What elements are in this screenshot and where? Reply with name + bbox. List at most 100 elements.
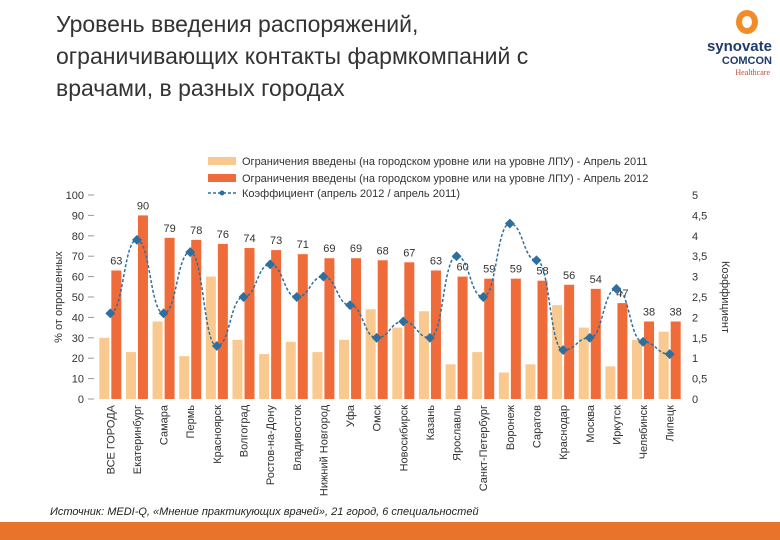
legend-marker-coef — [219, 190, 225, 196]
y-right-tick-label: 3 — [692, 272, 698, 284]
coefficient-point — [531, 255, 542, 266]
logo-text-synovate: synovate — [706, 38, 772, 55]
coefficient-point — [504, 218, 515, 229]
data-label-2012: 71 — [297, 239, 309, 251]
data-label-2012: 68 — [377, 245, 389, 257]
coefficient-point — [345, 300, 355, 311]
data-label-2012: 56 — [563, 270, 575, 282]
title-line-1: Уровень введения распоряжений, — [56, 11, 419, 37]
data-label-2012: 69 — [323, 243, 335, 255]
y-left-tick-label: 20 — [72, 353, 84, 365]
data-label-2012: 59 — [510, 264, 522, 276]
title-line-2: ограничивающих контакты фармкомпаний с — [56, 43, 529, 69]
bar-2012 — [217, 243, 228, 399]
coefficient-point — [558, 345, 569, 355]
data-label-2012: 74 — [243, 233, 255, 245]
bar-2011 — [259, 354, 270, 399]
y-right-tick-label: 0,5 — [692, 374, 707, 386]
data-label-2012: 58 — [536, 266, 548, 278]
bar-2011 — [605, 366, 616, 399]
x-tick-label: Владивосток — [292, 405, 304, 471]
y-left-tick-label: 0 — [78, 394, 84, 406]
bar-2011 — [285, 341, 296, 399]
logo-text-comcon: COMCON — [721, 55, 772, 67]
x-tick-label: Воронеж — [505, 404, 517, 450]
y-left-axis-title: % от опрошенных — [53, 251, 65, 343]
coefficient-point — [478, 292, 489, 302]
y-right-tick-label: 1 — [692, 353, 698, 365]
bar-2012 — [377, 260, 388, 399]
coefficient-point — [211, 341, 222, 351]
bar-2012 — [590, 288, 601, 399]
bar-2011 — [578, 327, 589, 399]
coefficient-point — [425, 332, 435, 343]
y-right-axis-title: Коэффициент — [719, 261, 731, 333]
legend-label-2011: Ограничения введены (на городском уровне… — [242, 156, 648, 168]
data-label-2012: 90 — [137, 200, 149, 212]
bar-2012 — [164, 237, 175, 399]
bar-2011 — [125, 352, 136, 399]
y-right-tick-label: 2,5 — [692, 292, 707, 304]
x-tick-label: Новосибирск — [398, 405, 410, 472]
x-tick-label: ВСЕ ГОРОДА — [105, 404, 117, 474]
x-tick-label: Самара — [159, 404, 171, 445]
data-label-2012: 38 — [643, 306, 655, 318]
x-tick-label: Иркутск — [611, 405, 623, 445]
bar-2012 — [404, 262, 415, 399]
data-label-2012: 73 — [270, 235, 282, 247]
y-left-tick-label: 50 — [72, 292, 84, 304]
x-tick-label: Уфа — [345, 404, 357, 427]
x-tick-label: Саратов — [532, 405, 544, 448]
y-left-tick-label: 80 — [72, 231, 84, 243]
data-label-2012: 78 — [190, 225, 202, 237]
bar-2011 — [418, 311, 429, 399]
coefficient-point — [584, 332, 595, 343]
y-left-tick-label: 10 — [72, 374, 84, 386]
legend-label-coef: Коэффициент (апрель 2012 / апрель 2011) — [242, 188, 460, 200]
x-tick-label: Москва — [585, 404, 597, 442]
coefficient-point — [291, 292, 302, 302]
coefficient-point — [451, 251, 462, 262]
bar-2012 — [484, 278, 495, 399]
bar-2011 — [179, 356, 190, 399]
bar-2012 — [137, 215, 148, 399]
bar-2012 — [644, 321, 655, 399]
bar-2012 — [617, 303, 628, 399]
bar-2011 — [392, 327, 403, 399]
bar-2011 — [498, 372, 509, 399]
y-right-tick-label: 5 — [692, 190, 698, 202]
data-label-2012: 63 — [110, 255, 122, 267]
coefficient-point — [638, 336, 648, 347]
y-left-tick-label: 70 — [72, 251, 84, 263]
source-note: Источник: MEDI-Q, «Мнение практикующих в… — [50, 506, 479, 518]
coefficient-point — [158, 308, 169, 319]
y-left-tick-label: 90 — [72, 210, 84, 222]
coefficient-point — [132, 234, 142, 245]
x-tick-label: Нижний Новгород — [318, 404, 330, 496]
x-tick-label: Пермь — [185, 405, 197, 439]
y-left-tick-label: 60 — [72, 272, 84, 284]
x-tick-label: Красноярск — [212, 405, 224, 464]
coefficient-point — [664, 349, 675, 360]
y-right-tick-label: 4 — [692, 231, 698, 243]
data-label-2012: 60 — [456, 262, 468, 274]
coefficient-point — [611, 283, 622, 294]
logo-ring-icon — [736, 10, 758, 34]
y-left-tick-label: 30 — [72, 333, 84, 345]
bar-2012 — [351, 258, 362, 399]
bar-2012 — [564, 284, 575, 399]
y-right-tick-label: 0 — [692, 394, 698, 406]
data-label-2012: 69 — [350, 243, 362, 255]
coefficient-point — [371, 332, 382, 343]
data-label-2012: 38 — [670, 306, 682, 318]
bar-2012 — [670, 321, 681, 399]
x-tick-label: Казань — [425, 405, 437, 441]
page-title: Уровень введения распоряжений, ограничив… — [56, 8, 656, 104]
coefficient-point — [318, 271, 329, 282]
bar-2012 — [297, 254, 308, 399]
bar-2012 — [271, 250, 282, 399]
data-label-2012: 59 — [483, 264, 495, 276]
legend-label-2012: Ограничения введены (на городском уровне… — [242, 173, 648, 185]
x-tick-label: Екатеринбург — [132, 405, 144, 474]
